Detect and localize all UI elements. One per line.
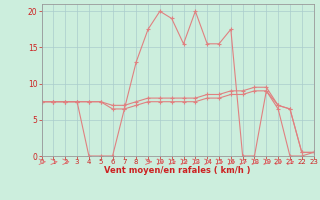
X-axis label: Vent moyen/en rafales ( km/h ): Vent moyen/en rafales ( km/h )	[104, 166, 251, 175]
